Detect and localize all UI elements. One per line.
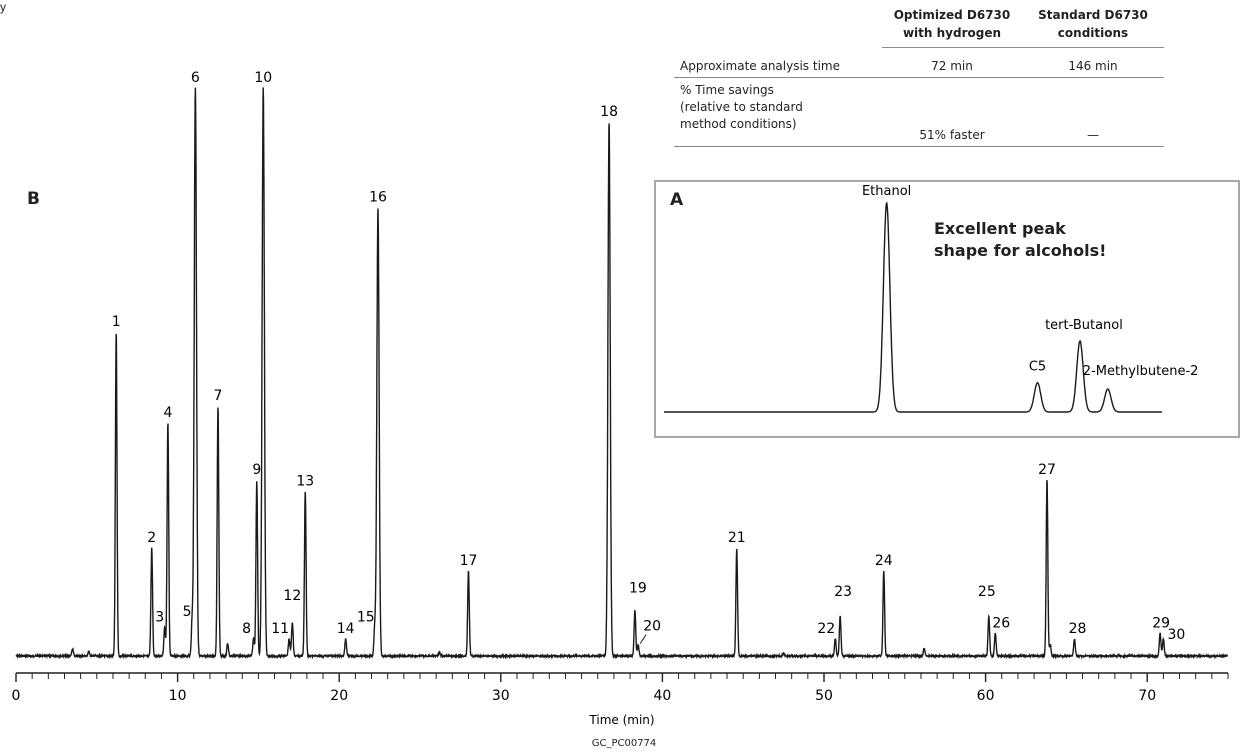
peak-label: 12 — [283, 588, 301, 604]
peak-label: 8 — [242, 621, 251, 637]
series-line-panel-a — [664, 201, 1162, 413]
peak-label: 3 — [155, 610, 164, 626]
row-label-time-savings: % Time savings (relative to standard met… — [680, 83, 803, 131]
cell-optimized-time: 72 min — [931, 59, 973, 73]
inset-peak-label: 2-Methylbutene-2 — [1083, 364, 1199, 379]
cell-standard-savings: — — [1087, 128, 1099, 142]
peak-label: 9 — [252, 462, 261, 478]
peak-label: 29 — [1152, 615, 1170, 631]
peak-label: 19 — [629, 581, 647, 597]
peak-20-leader — [639, 634, 647, 644]
peak-label: 24 — [875, 553, 893, 569]
figure-code: GC_PC00774 — [591, 738, 657, 749]
table-bottom-rule — [674, 146, 1164, 147]
peak-label: 27 — [1038, 462, 1056, 478]
peak-label: 10 — [254, 70, 272, 86]
x-tick-label: 20 — [330, 688, 348, 704]
peak-label: 11 — [271, 621, 289, 637]
peak-label: 1 — [112, 314, 121, 330]
x-tick-label: 0 — [12, 688, 21, 704]
inset-note-line-1: Excellent peak — [934, 219, 1066, 238]
x-tick-label: 60 — [977, 688, 995, 704]
peak-label: 4 — [163, 405, 172, 421]
peak-label: 28 — [1069, 621, 1087, 637]
column-header-optimized: Optimized D6730 with hydrogen — [893, 8, 1011, 40]
row-rule — [674, 77, 1164, 78]
inset-peak-label: Ethanol — [862, 184, 911, 199]
x-tick-label: 50 — [815, 688, 833, 704]
peak-label: 30 — [1167, 627, 1185, 643]
x-axis-label: Time (min) — [588, 713, 654, 727]
inset-note: Excellent peak shape for alcohols! — [934, 218, 1106, 262]
peak-label: 23 — [834, 584, 852, 600]
peak-label: 5 — [183, 604, 192, 620]
peak-label: 17 — [460, 553, 478, 569]
cell-optimized-savings: 51% faster — [919, 128, 985, 142]
header-fragment: y — [0, 0, 6, 14]
peak-label: 6 — [191, 70, 200, 86]
peak-label: 26 — [992, 615, 1010, 631]
panel-b-tag: B — [27, 189, 40, 209]
peak-labels-panel-b: 1234567891011121314151617181920212223242… — [112, 70, 1186, 643]
peak-label: 18 — [600, 104, 618, 120]
inset-peak-label: C5 — [1029, 360, 1046, 375]
peak-label: 2 — [147, 530, 156, 546]
x-axis-tick-labels: 0 10 20 30 40 50 60 70 — [12, 688, 1157, 704]
x-tick-label: 40 — [653, 688, 671, 704]
x-tick-label: 70 — [1138, 688, 1156, 704]
column-header-standard: Standard D6730 conditions — [1038, 8, 1148, 40]
peak-label: 14 — [337, 621, 355, 637]
header-rule — [882, 47, 1164, 48]
peak-label: 25 — [978, 584, 996, 600]
peak-labels-panel-a: Ethanol C5 tert-Butanol 2-Methylbutene-2 — [862, 184, 1198, 379]
panel-a-tag: A — [670, 190, 684, 210]
inset-peak-label: tert-Butanol — [1045, 318, 1123, 333]
x-axis-ticks — [15, 673, 1229, 682]
peak-label: 13 — [296, 473, 314, 489]
peak-label: 22 — [817, 621, 835, 637]
peak-label: 21 — [728, 530, 746, 546]
peak-label: 7 — [214, 388, 223, 404]
x-tick-label: 30 — [492, 688, 510, 704]
row-label-analysis-time: Approximate analysis time — [680, 59, 840, 73]
peak-label: 15 — [357, 610, 375, 626]
inset-panel-a: A Excellent peak shape for alcohols! — [654, 180, 1240, 438]
peak-label: 20 — [643, 619, 661, 635]
peak-label: 16 — [369, 189, 387, 205]
series-line-panel-b — [15, 87, 1229, 660]
inset-note-line-2: shape for alcohols! — [934, 241, 1107, 260]
cell-standard-time: 146 min — [1068, 59, 1118, 73]
x-tick-label: 10 — [169, 688, 187, 704]
